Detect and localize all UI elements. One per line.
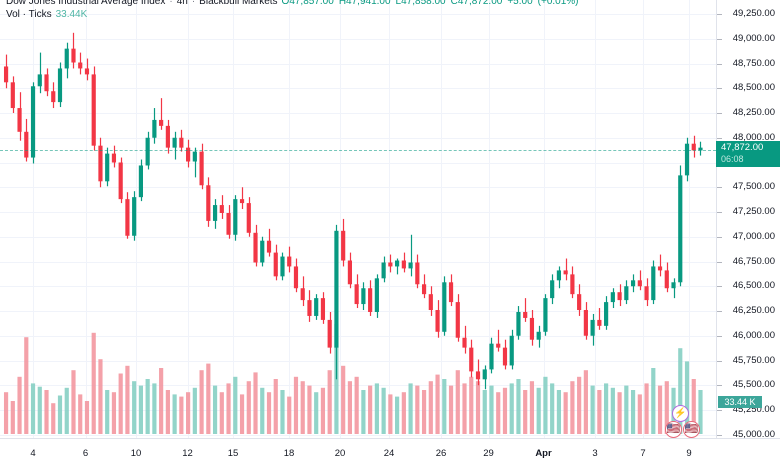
gridline-vertical xyxy=(85,0,87,438)
gridline-horizontal xyxy=(0,187,716,189)
price-tick-label: 45,250.00 xyxy=(717,404,780,416)
gridline-horizontal xyxy=(0,434,716,436)
candlestick-series xyxy=(3,32,703,434)
current-price-value: 47,872.00 xyxy=(721,142,764,154)
volume-value-badge[interactable]: 33.44 K xyxy=(718,396,762,408)
gridline-horizontal xyxy=(0,360,716,362)
time-tick-label: 9 xyxy=(686,448,692,459)
current-price-badge[interactable]: 47,872.00 06:08 xyxy=(716,141,780,168)
chart-plot-area[interactable] xyxy=(0,0,716,438)
price-tick-label: 47,500.00 xyxy=(717,181,780,193)
time-tick-label: 18 xyxy=(283,448,295,459)
current-price-line xyxy=(0,150,716,152)
price-tick-label: 47,250.00 xyxy=(717,206,780,218)
time-axis[interactable]: 4 6 10 12 15 18 20 24 26 29 Apr 3 7 9 xyxy=(0,438,780,470)
price-tick-label: 47,000.00 xyxy=(717,231,780,243)
gridline-vertical xyxy=(643,0,644,438)
gridline-vertical xyxy=(488,0,490,438)
gridline-vertical xyxy=(389,0,390,438)
gridline-vertical xyxy=(595,0,596,438)
price-tick-label: 48,250.00 xyxy=(717,107,780,119)
gridline-horizontal xyxy=(0,162,716,164)
price-tick-label: 46,750.00 xyxy=(717,256,780,268)
flag-icon[interactable]: 🇺🇸 xyxy=(665,421,682,438)
price-tick-label: 46,000.00 xyxy=(717,330,780,342)
price-tick-label: 45,500.00 xyxy=(717,379,780,391)
price-tick-label: 49,000.00 xyxy=(717,33,780,45)
gridline-horizontal xyxy=(0,335,716,337)
gridline-horizontal xyxy=(0,311,716,312)
time-tick-label: Apr xyxy=(535,448,552,459)
gridline-vertical xyxy=(689,0,690,438)
bolt-glyph: ⚡ xyxy=(674,407,687,419)
price-tick-label: 49,250.00 xyxy=(717,8,780,20)
gridline-vertical xyxy=(289,0,290,438)
time-tick-label: 6 xyxy=(82,448,89,459)
gridline-horizontal xyxy=(0,261,716,263)
price-tick-label: 46,250.00 xyxy=(717,305,780,317)
gridline-horizontal xyxy=(0,137,716,139)
gridline-vertical xyxy=(340,0,341,438)
gridline-vertical xyxy=(136,0,137,438)
time-tick-label: 7 xyxy=(640,448,646,459)
time-tick-label: 12 xyxy=(182,448,193,459)
flag-icon[interactable]: 🇺🇸 xyxy=(683,421,700,438)
flag-glyph: 🇺🇸 xyxy=(684,423,699,435)
time-tick-label: 20 xyxy=(334,448,346,459)
gridline-horizontal xyxy=(0,88,716,90)
price-tick-label: 48,500.00 xyxy=(717,82,780,94)
time-tick-label: 4 xyxy=(30,448,36,459)
gridline-horizontal xyxy=(0,38,716,40)
bolt-icon[interactable]: ⚡ xyxy=(672,405,689,422)
gridline-vertical xyxy=(543,0,545,438)
flag-glyph: 🇺🇸 xyxy=(666,423,681,435)
price-tick-label: 48,750.00 xyxy=(717,58,780,70)
time-tick-label: 15 xyxy=(227,448,239,459)
time-tick-label: 24 xyxy=(383,448,395,459)
time-tick-label: 10 xyxy=(130,448,142,459)
gridline-horizontal xyxy=(0,212,716,213)
gridline-vertical xyxy=(33,0,34,438)
gridline-vertical xyxy=(441,0,442,438)
gridline-vertical xyxy=(187,0,189,438)
current-bar-countdown: 06:08 xyxy=(721,154,744,165)
gridline-horizontal xyxy=(0,113,716,114)
gridline-horizontal xyxy=(0,63,716,65)
price-tick-label: 46,500.00 xyxy=(717,280,780,292)
gridline-horizontal xyxy=(0,236,716,238)
time-tick-label: 26 xyxy=(435,448,447,459)
time-tick-label: 3 xyxy=(592,448,598,459)
gridline-horizontal xyxy=(0,14,716,15)
price-tick-label: 45,000.00 xyxy=(717,429,780,441)
price-tick-label: 48,000.00 xyxy=(717,132,780,144)
price-axis[interactable]: 49,250.00 49,000.00 48,750.00 48,500.00 48,2… xyxy=(716,0,780,465)
time-tick-label: 29 xyxy=(483,448,494,459)
price-tick-label: 45,750.00 xyxy=(717,355,780,367)
